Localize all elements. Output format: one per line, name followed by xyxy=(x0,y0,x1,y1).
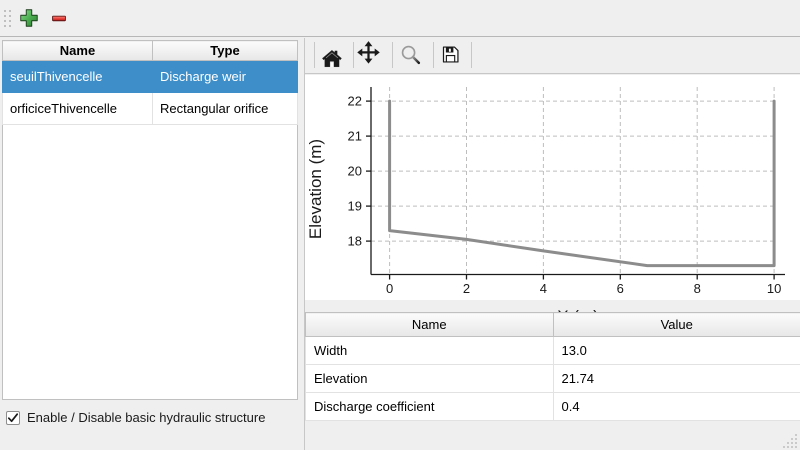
svg-text:22: 22 xyxy=(348,94,362,109)
svg-text:10: 10 xyxy=(767,281,781,296)
svg-text:19: 19 xyxy=(348,199,362,214)
svg-text:0: 0 xyxy=(386,281,393,296)
svg-text:8: 8 xyxy=(694,281,701,296)
svg-text:18: 18 xyxy=(348,234,362,249)
svg-text:Elevation (m): Elevation (m) xyxy=(306,139,325,239)
svg-text:20: 20 xyxy=(348,164,362,179)
svg-text:2: 2 xyxy=(463,281,470,296)
svg-text:21: 21 xyxy=(348,129,362,144)
svg-text:4: 4 xyxy=(540,281,547,296)
svg-text:6: 6 xyxy=(617,281,624,296)
